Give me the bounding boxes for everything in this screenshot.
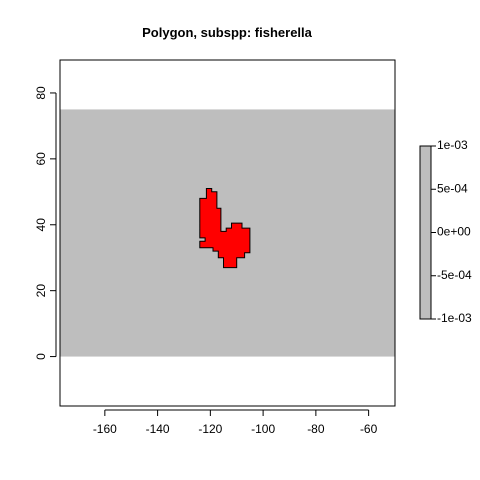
chart-title: Polygon, subspp: fisherella — [142, 25, 313, 40]
x-tick-label: -60 — [360, 422, 378, 436]
y-tick-label: 60 — [34, 152, 48, 166]
legend-color-bar — [419, 145, 432, 320]
x-tick-label: -160 — [93, 422, 117, 436]
range-polygon — [199, 188, 251, 269]
x-tick-label: -120 — [198, 422, 222, 436]
plot-border — [59, 59, 396, 407]
x-tick-label: -140 — [146, 422, 170, 436]
x-tick-label: -80 — [307, 422, 325, 436]
plot-area — [60, 109, 395, 357]
legend-tick-label: 0e+00 — [437, 225, 471, 239]
x-tick-label: -100 — [251, 422, 275, 436]
legend-tick-label: 1e-03 — [437, 138, 468, 152]
y-tick-label: 0 — [34, 353, 48, 360]
y-tick-label: 20 — [34, 284, 48, 298]
x-axis: -160 -140 -120 -100 -80 -60 — [93, 409, 378, 436]
y-tick-label: 80 — [34, 86, 48, 100]
color-legend: 1e-03 5e-04 0e+00 -5e-04 -1e-03 — [419, 138, 472, 325]
legend-tick-label: -1e-03 — [437, 311, 472, 325]
legend-tick-label: -5e-04 — [437, 268, 472, 282]
y-tick-label: 40 — [34, 218, 48, 232]
legend-tick-label: 5e-04 — [437, 181, 468, 195]
y-axis: 0 20 40 60 80 — [34, 86, 57, 360]
